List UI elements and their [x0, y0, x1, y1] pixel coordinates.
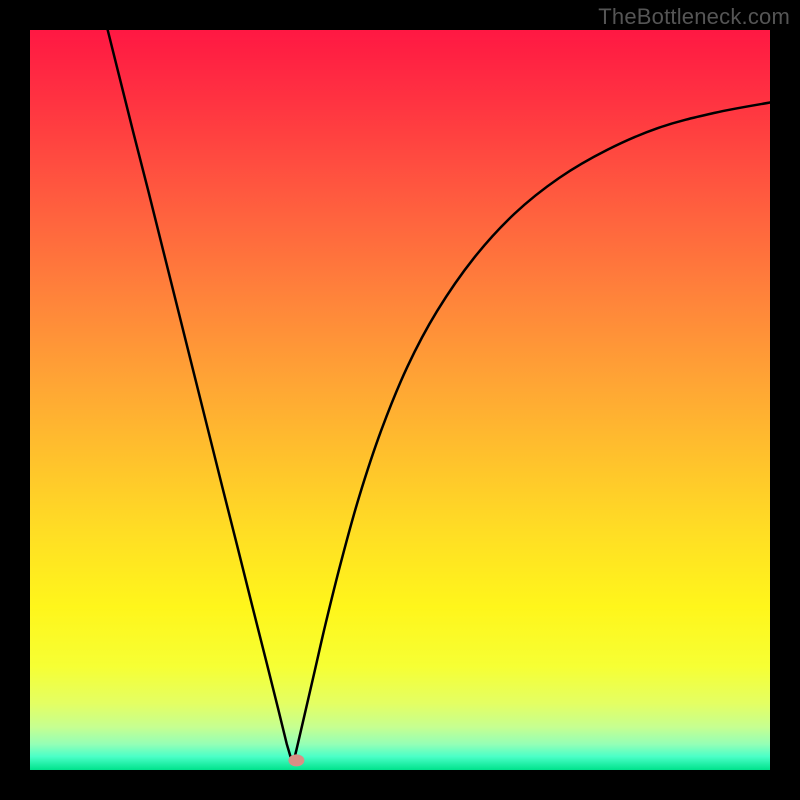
plot-area [30, 30, 770, 770]
optimal-point-marker [288, 754, 304, 766]
chart-container: TheBottleneck.com [0, 0, 800, 800]
watermark-text: TheBottleneck.com [598, 4, 790, 30]
bottleneck-chart [0, 0, 800, 800]
